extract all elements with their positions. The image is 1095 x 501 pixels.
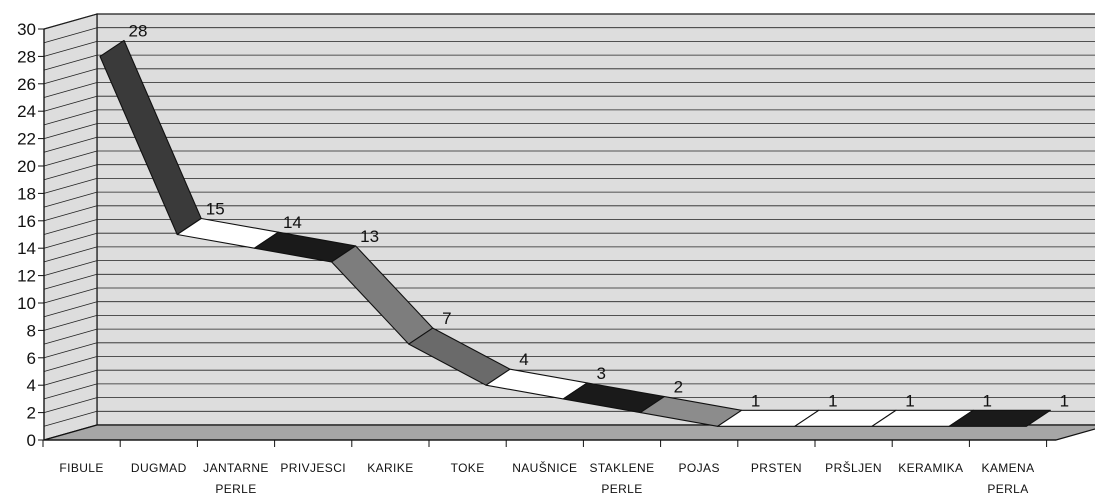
side-gridline [43,356,98,372]
side-gridline [43,273,98,290]
x-category-label: KAMENA [981,461,1034,475]
x-category-label: PRIVJESCI [280,461,346,475]
side-gridline [43,27,98,44]
side-gridline [43,342,98,359]
data-label: 28 [129,21,148,40]
y-tick-label: 8 [27,321,36,340]
y-tick-label: 4 [27,376,36,395]
x-category-label: POJAS [679,461,720,475]
side-gridline [43,260,98,276]
side-gridline [43,397,98,413]
x-category-label: DUGMAD [131,461,187,475]
y-tick-label: 16 [17,212,36,231]
data-label: 13 [360,227,379,246]
data-label: 4 [519,350,528,369]
y-tick-label: 22 [17,130,36,149]
x-category-label: KERAMIKA [898,461,963,475]
x-category-label: PERLE [601,482,642,496]
side-gridline [43,95,98,112]
x-category-label: JANTARNE [203,461,269,475]
data-label: 1 [751,391,760,410]
floor [43,424,1095,441]
x-category-label: STAKLENE [590,461,655,475]
y-tick-label: 6 [27,349,36,368]
side-gridline [43,123,98,139]
x-category-label: PRŠLJEN [825,460,882,475]
y-tick-label: 28 [17,47,36,66]
data-label: 1 [828,391,837,410]
y-tick-label: 10 [17,294,36,313]
x-category-label: PERLA [987,482,1028,496]
side-gridline [43,13,98,30]
data-label: 7 [442,309,451,328]
y-tick-label: 14 [17,239,36,258]
x-category-label: TOKE [451,461,485,475]
side-gridline [43,191,98,208]
side-gridline [43,150,98,167]
x-category-label: NAUŠNICE [512,460,577,475]
data-label: 1 [1060,391,1069,410]
x-category-label: PERLE [215,482,256,496]
side-gridline [43,328,98,345]
side-gridline [43,410,98,427]
side-gridline [43,232,98,249]
x-category-label: PRSTEN [751,461,802,475]
y-tick-label: 2 [27,404,36,423]
side-gridline [43,287,98,304]
side-gridline [43,219,98,235]
y-tick-label: 24 [17,102,36,121]
data-label: 3 [596,364,605,383]
x-category-label: KARIKE [367,461,413,475]
side-gridline [43,54,98,71]
data-label: 2 [674,378,683,397]
side-gridline [43,246,98,263]
side-gridline [43,205,98,222]
y-tick-label: 30 [17,20,36,39]
data-label: 15 [206,200,225,219]
side-gridline [43,315,98,331]
y-tick-label: 20 [17,157,36,176]
side-gridline [43,109,98,126]
side-gridline [43,136,98,153]
y-tick-label: 0 [27,431,36,450]
y-tick-label: 18 [17,184,36,203]
y-tick-label: 26 [17,75,36,94]
side-gridline [43,41,98,57]
side-gridline [43,369,98,386]
data-label: 14 [283,213,302,232]
y-tick-label: 12 [17,267,36,286]
side-gridline [43,178,98,194]
x-category-label: FIBULE [59,461,103,475]
ribbon-segment [948,409,1051,427]
side-gridline [43,68,98,85]
side-gridline [43,383,98,400]
data-label: 1 [905,391,914,410]
side-gridline [43,301,98,318]
side-gridline [43,164,98,181]
side-gridline [43,82,98,98]
data-label: 1 [982,391,991,410]
